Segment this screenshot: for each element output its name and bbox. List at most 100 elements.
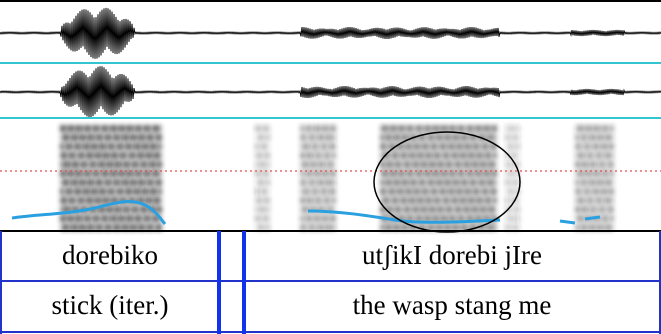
spectrogram-cell xyxy=(93,143,96,150)
spectrogram-cell xyxy=(159,206,162,213)
pitch-contour xyxy=(307,209,501,224)
spectrogram-cell xyxy=(494,125,497,132)
spectrogram-cell xyxy=(505,125,508,132)
spectrogram-cell xyxy=(312,125,315,132)
spectrogram-cell xyxy=(389,170,392,177)
spectrogram-cell xyxy=(434,125,437,132)
spectrogram-cell xyxy=(479,206,482,213)
spectrogram-cell xyxy=(150,161,153,168)
spectrogram-cell xyxy=(327,125,330,132)
spectrogram-cell xyxy=(69,188,72,195)
spectrogram-cell xyxy=(96,197,99,204)
spectrogram-cell xyxy=(505,143,508,150)
spectrogram-cell xyxy=(66,134,69,141)
spectrogram-cell xyxy=(491,125,494,132)
spectrogram-cell xyxy=(458,143,461,150)
spectrogram-cell xyxy=(491,188,494,195)
spectrogram-cell xyxy=(473,188,476,195)
spectrogram-cell xyxy=(422,170,425,177)
spectrogram-cell xyxy=(87,170,90,177)
spectrogram-cell xyxy=(476,152,479,159)
spectrogram-cell xyxy=(505,179,508,186)
spectrogram-cell xyxy=(108,224,111,231)
spectrogram-cell xyxy=(464,197,467,204)
spectrogram-cell xyxy=(327,206,330,213)
spectrogram-cell xyxy=(416,134,419,141)
tier-label: utʃikI dorebi jIre xyxy=(362,240,542,270)
spectrogram-cell xyxy=(392,170,395,177)
spectrogram-cell xyxy=(455,134,458,141)
spectrogram-cell xyxy=(608,143,611,150)
spectrogram-cell xyxy=(303,125,306,132)
spectrogram-cell xyxy=(611,197,614,204)
spectrogram-cell xyxy=(315,215,318,222)
spectrogram-cell xyxy=(482,179,485,186)
spectrogram-cell xyxy=(93,125,96,132)
spectrogram-cell xyxy=(611,125,614,132)
spectrogram-cell xyxy=(327,197,330,204)
spectrogram-cell xyxy=(258,161,261,168)
spectrogram-cell xyxy=(467,134,470,141)
spectrogram-cell xyxy=(494,161,497,168)
spectrogram-cell xyxy=(108,143,111,150)
spectrogram-cell xyxy=(117,188,120,195)
spectrogram-cell xyxy=(395,161,398,168)
spectrogram-cell xyxy=(60,125,63,132)
spectrogram-cell xyxy=(258,125,261,132)
spectrogram-cell xyxy=(93,170,96,177)
spectrogram-cell xyxy=(422,215,425,222)
spectrogram-cell xyxy=(470,197,473,204)
spectrogram-cell xyxy=(330,206,333,213)
spectrogram-cell xyxy=(611,134,614,141)
spectrogram-cell xyxy=(108,170,111,177)
spectrogram-cell xyxy=(488,161,491,168)
spectrogram-cell xyxy=(138,125,141,132)
spectrogram-cell xyxy=(395,134,398,141)
spectrogram-cell xyxy=(126,125,129,132)
spectrogram-cell xyxy=(587,161,590,168)
spectrogram-cell xyxy=(315,134,318,141)
tier-label: stick (iter.) xyxy=(52,290,169,320)
spectrogram-cell xyxy=(605,161,608,168)
spectrogram-cell xyxy=(437,152,440,159)
spectrogram-cell xyxy=(84,134,87,141)
spectrogram-cell xyxy=(443,143,446,150)
spectrogram-cell xyxy=(581,152,584,159)
spectrogram-cell xyxy=(60,188,63,195)
spectrogram-cell xyxy=(306,179,309,186)
spectrogram-cell xyxy=(508,215,511,222)
spectrogram-cell xyxy=(404,224,407,231)
spectrogram-cell xyxy=(485,206,488,213)
spectrogram-cell xyxy=(135,188,138,195)
spectrogram-cell xyxy=(398,206,401,213)
spectrogram-cell xyxy=(312,188,315,195)
spectrogram-cell xyxy=(434,215,437,222)
spectrogram-cell xyxy=(443,215,446,222)
spectrogram-cell xyxy=(422,143,425,150)
spectrogram-cell xyxy=(267,125,270,132)
spectrogram-cell xyxy=(410,143,413,150)
spectrogram-cell xyxy=(261,134,264,141)
spectrogram-cell xyxy=(141,197,144,204)
spectrogram-cell xyxy=(398,215,401,222)
spectrogram-cell xyxy=(470,134,473,141)
spectrogram-cell xyxy=(587,134,590,141)
spectrogram-cell xyxy=(81,224,84,231)
spectrogram-cell xyxy=(407,134,410,141)
spectrogram-cell xyxy=(96,188,99,195)
spectrogram-cell xyxy=(425,179,428,186)
spectrogram-cell xyxy=(443,179,446,186)
spectrogram-cell xyxy=(593,188,596,195)
spectrogram-cell xyxy=(422,134,425,141)
spectrogram-cell xyxy=(578,215,581,222)
spectrogram-cell xyxy=(132,215,135,222)
spectrogram-cell xyxy=(593,143,596,150)
spectrogram-cell xyxy=(449,224,452,231)
spectrogram-cell xyxy=(386,152,389,159)
spectrogram-cell xyxy=(126,161,129,168)
spectrogram-cell xyxy=(602,143,605,150)
spectrogram-cell xyxy=(575,125,578,132)
spectrogram-cell xyxy=(485,125,488,132)
spectrogram-cell xyxy=(517,179,520,186)
spectrogram-cell xyxy=(505,161,508,168)
